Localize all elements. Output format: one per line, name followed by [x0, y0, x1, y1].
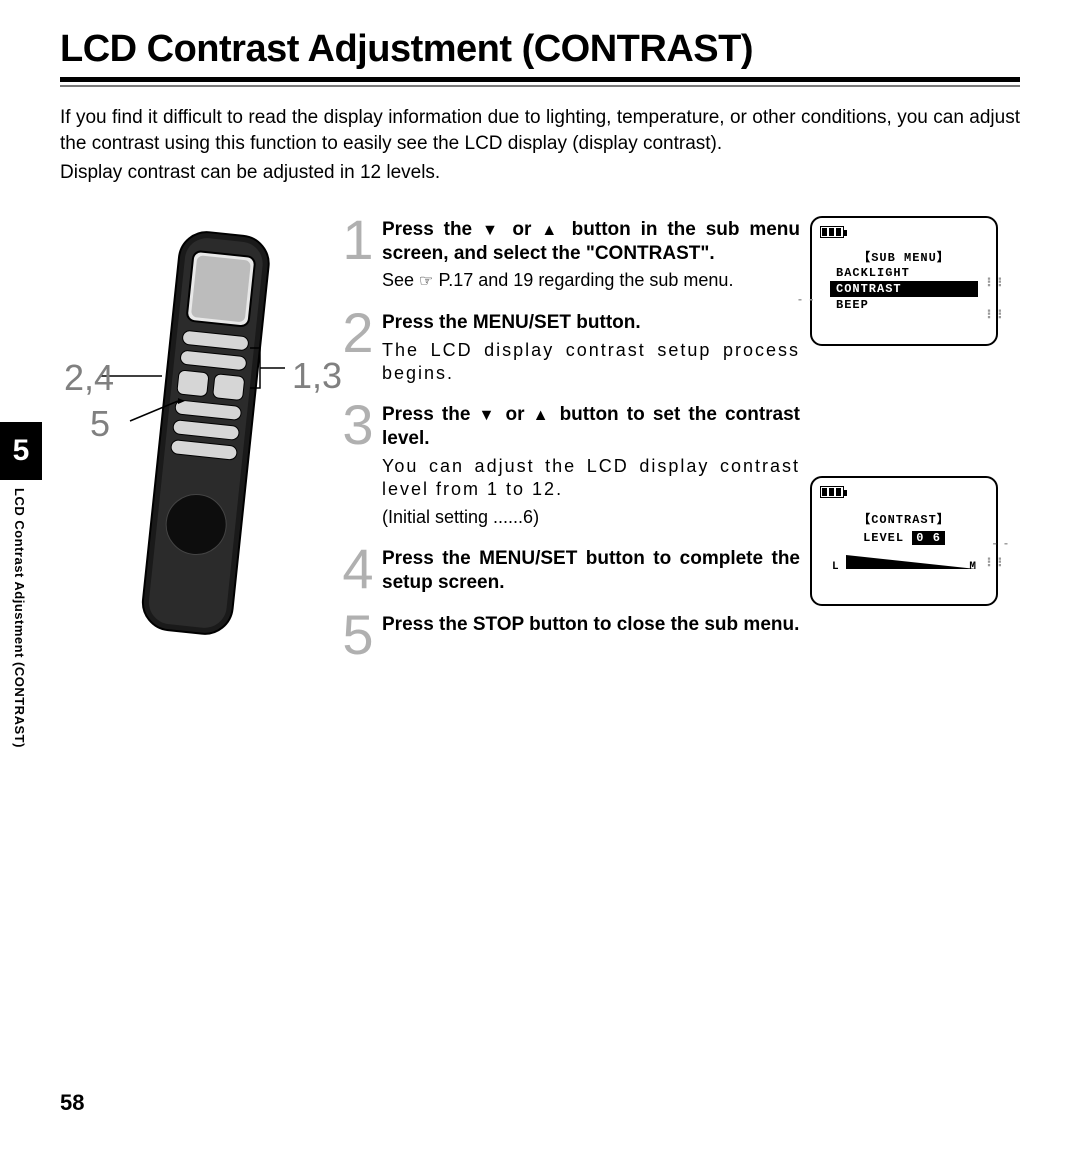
callout-2-4: 2,4	[64, 360, 114, 396]
lcd-screen-contrast: 【CONTRAST】 LEVEL 0 6 L M - - ⠇⠇	[810, 476, 998, 606]
selection-dots-icon: ⠇⠇	[986, 308, 1008, 322]
step-description-line2: (Initial setting ......6)	[382, 506, 800, 529]
chapter-tab: 5	[0, 422, 42, 480]
step-heading: Press the or button to set the contrast …	[382, 403, 800, 451]
intro-paragraph-2: Display contrast can be adjusted in 12 l…	[60, 160, 1020, 186]
intro-paragraph-1: If you find it difficult to read the dis…	[60, 105, 1020, 156]
callout-1-3: 1,3	[292, 358, 342, 394]
lcd-column: 【SUB MENU】 BACKLIGHT CONTRAST BEEP - - ⠇…	[800, 216, 1000, 736]
step-description: You can adjust the LCD display contrast …	[382, 455, 800, 502]
step-number: 1	[340, 216, 376, 264]
device-column: 2,4 5 1,3	[60, 216, 330, 706]
scale-left-label: L	[832, 561, 839, 573]
level-value-box: 0 6	[912, 531, 945, 545]
selection-dots-icon: ⠇⠇	[986, 276, 1008, 290]
step-5: 5 Press the STOP button to close the sub…	[340, 611, 800, 659]
callout-5: 5	[90, 406, 110, 442]
page-number: 58	[60, 1090, 84, 1116]
scale-wedge-icon	[846, 555, 976, 569]
down-triangle-icon	[482, 219, 503, 240]
lcd-title: 【CONTRAST】	[820, 510, 988, 527]
battery-icon	[820, 486, 844, 498]
down-triangle-icon	[479, 404, 498, 425]
battery-icon	[820, 226, 844, 238]
lcd-title: 【SUB MENU】	[820, 248, 988, 265]
lcd-level: LEVEL 0 6	[820, 531, 988, 545]
lcd-row-selected: CONTRAST	[830, 281, 978, 297]
lcd-row: BACKLIGHT	[820, 265, 988, 281]
side-running-head: LCD Contrast Adjustment (CONTRAST)	[12, 488, 27, 748]
step-heading: Press the or button in the sub menu scre…	[382, 218, 800, 266]
selection-dots-icon: - -	[798, 292, 815, 306]
selection-dots-icon: - -	[993, 536, 1010, 550]
lcd-scale: L M	[832, 551, 976, 573]
page-title: LCD Contrast Adjustment (CONTRAST)	[60, 28, 1020, 71]
step-description: The LCD display contrast setup process b…	[382, 339, 800, 386]
step-2: 2 Press the MENU/SET button. The LCD dis…	[340, 309, 800, 386]
step-number: 2	[340, 309, 376, 357]
step-4: 4 Press the MENU/SET button to complete …	[340, 545, 800, 595]
rule-thin	[60, 85, 1020, 87]
step-number: 5	[340, 611, 376, 659]
step-heading: Press the MENU/SET button.	[382, 311, 800, 335]
device-illustration	[100, 226, 290, 656]
lcd-screen-submenu: 【SUB MENU】 BACKLIGHT CONTRAST BEEP - - ⠇…	[810, 216, 998, 346]
step-description: See P.17 and 19 regarding the sub menu.	[382, 269, 800, 292]
step-heading: Press the MENU/SET button to complete th…	[382, 547, 800, 595]
step-number: 4	[340, 545, 376, 593]
selection-dots-icon: ⠇⠇	[986, 556, 1008, 570]
step-1: 1 Press the or button in the sub menu sc…	[340, 216, 800, 293]
step-3: 3 Press the or button to set the contras…	[340, 401, 800, 529]
step-heading: Press the STOP button to close the sub m…	[382, 613, 800, 637]
steps-column: 1 Press the or button in the sub menu sc…	[330, 216, 800, 674]
pointer-icon	[419, 270, 434, 290]
step-number: 3	[340, 401, 376, 449]
up-triangle-icon	[541, 219, 562, 240]
up-triangle-icon	[533, 404, 552, 425]
lcd-row: BEEP	[820, 297, 988, 313]
rule-thick	[60, 77, 1020, 82]
content-row: 2,4 5 1,3 1 Press the or button in the s…	[60, 216, 1020, 736]
